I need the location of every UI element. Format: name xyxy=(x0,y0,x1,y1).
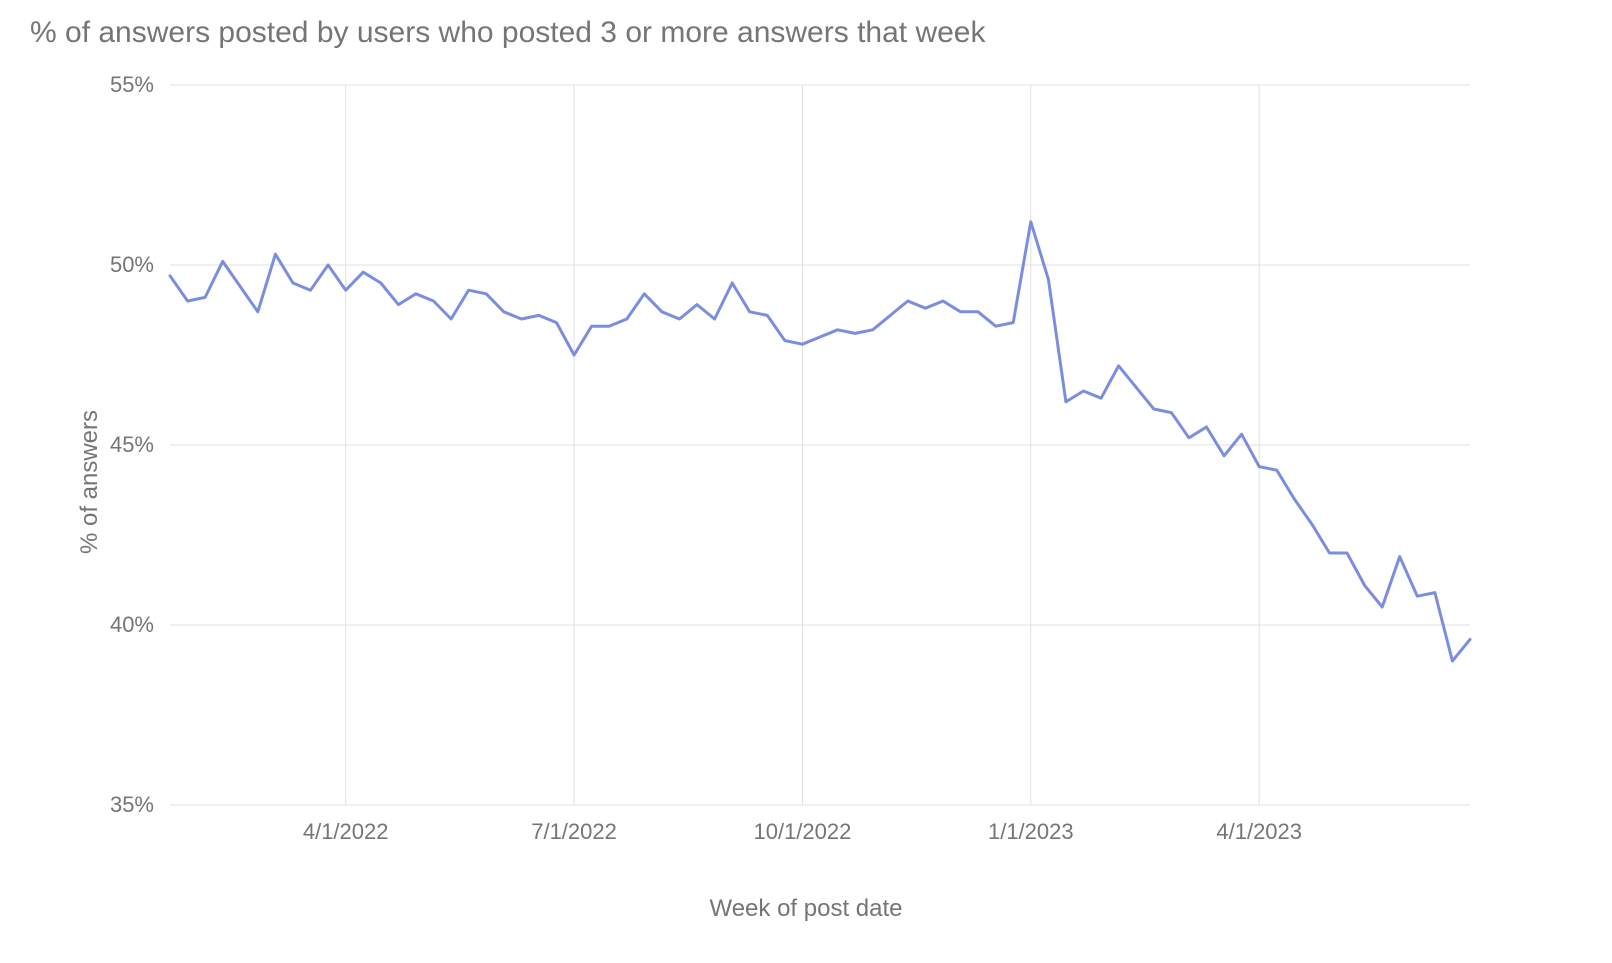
x-axis-title: Week of post date xyxy=(0,895,1612,923)
chart-plot-area xyxy=(0,0,1612,963)
line-chart: % of answers posted by users who posted … xyxy=(0,0,1612,963)
